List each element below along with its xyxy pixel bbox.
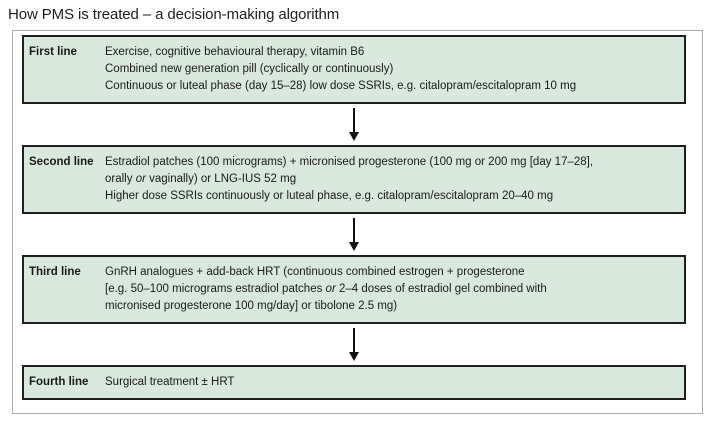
step-content-first-line: Exercise, cognitive behavioural therapy,… [105,44,679,95]
step-content-line: Exercise, cognitive behavioural therapy,… [105,46,365,58]
flow-arrow [22,214,686,255]
step-box-second-line: Second line Estradiol patches (100 microg… [22,145,686,214]
step-content-line: Estradiol patches (100 micrograms) + mic… [105,156,594,168]
step-content-line: GnRH analogues + add-back HRT (continuou… [105,266,525,278]
arrow-line [353,328,355,352]
step-label-fourth-line: Fourth line [29,376,89,388]
arrow-head-icon [349,242,359,251]
step-content-third-line: GnRH analogues + add-back HRT (continuou… [105,264,679,315]
arrow-line [353,108,355,132]
arrow-head-icon [349,132,359,141]
flow-arrow [22,104,686,145]
step-content-line: Combined new generation pill (cyclically… [105,63,394,75]
step-box-first-line: First line Exercise, cognitive behavioura… [22,35,686,104]
step-content-fourth-line: Surgical treatment ± HRT [105,374,679,391]
step-content-second-line: Estradiol patches (100 micrograms) + mic… [105,154,679,205]
page-title: How PMS is treated – a decision-making a… [8,6,340,23]
flow-arrow [22,324,686,365]
arrow-head-icon [349,352,359,361]
step-label-second-line: Second line [29,156,94,168]
algorithm-container: First line Exercise, cognitive behavioura… [12,30,703,414]
step-label-third-line: Third line [29,266,81,278]
step-box-fourth-line: Fourth line Surgical treatment ± HRT [22,365,686,400]
step-content-line: [e.g. 50–100 micrograms estradiol patche… [105,283,547,295]
step-box-third-line: Third line GnRH analogues + add-back HRT … [22,255,686,324]
step-label-first-line: First line [29,46,77,58]
step-content-line: Higher dose SSRIs continuously or luteal… [105,190,554,202]
step-content-line: Continuous or luteal phase (day 15–28) l… [105,80,577,92]
step-content-line: orally or vaginally) or LNG-IUS 52 mg [105,173,297,185]
arrow-line [353,218,355,242]
step-content-line: micronised progesterone 100 mg/day] or t… [105,300,398,312]
step-content-line: Surgical treatment ± HRT [105,376,235,388]
